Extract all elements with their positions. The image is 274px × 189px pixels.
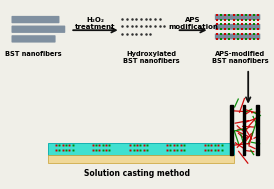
Text: H₂O₂
treatment: H₂O₂ treatment — [75, 17, 116, 30]
FancyBboxPatch shape — [215, 24, 260, 30]
Text: Hydroxylated
BST nanofibers: Hydroxylated BST nanofibers — [123, 51, 180, 64]
Bar — [256, 105, 259, 155]
FancyBboxPatch shape — [12, 26, 65, 33]
Bar — [48, 155, 234, 163]
FancyBboxPatch shape — [215, 14, 260, 20]
FancyBboxPatch shape — [12, 16, 59, 23]
Text: Solution casting method: Solution casting method — [84, 170, 190, 178]
FancyBboxPatch shape — [215, 34, 260, 39]
FancyBboxPatch shape — [12, 35, 56, 43]
Text: APS-modified
BST nanofibers: APS-modified BST nanofibers — [212, 51, 269, 64]
Bar — [48, 143, 234, 155]
Text: APS
modification: APS modification — [168, 17, 218, 30]
Bar — [230, 105, 233, 155]
Bar — [243, 105, 245, 155]
Text: BST nanofibers: BST nanofibers — [5, 51, 62, 57]
